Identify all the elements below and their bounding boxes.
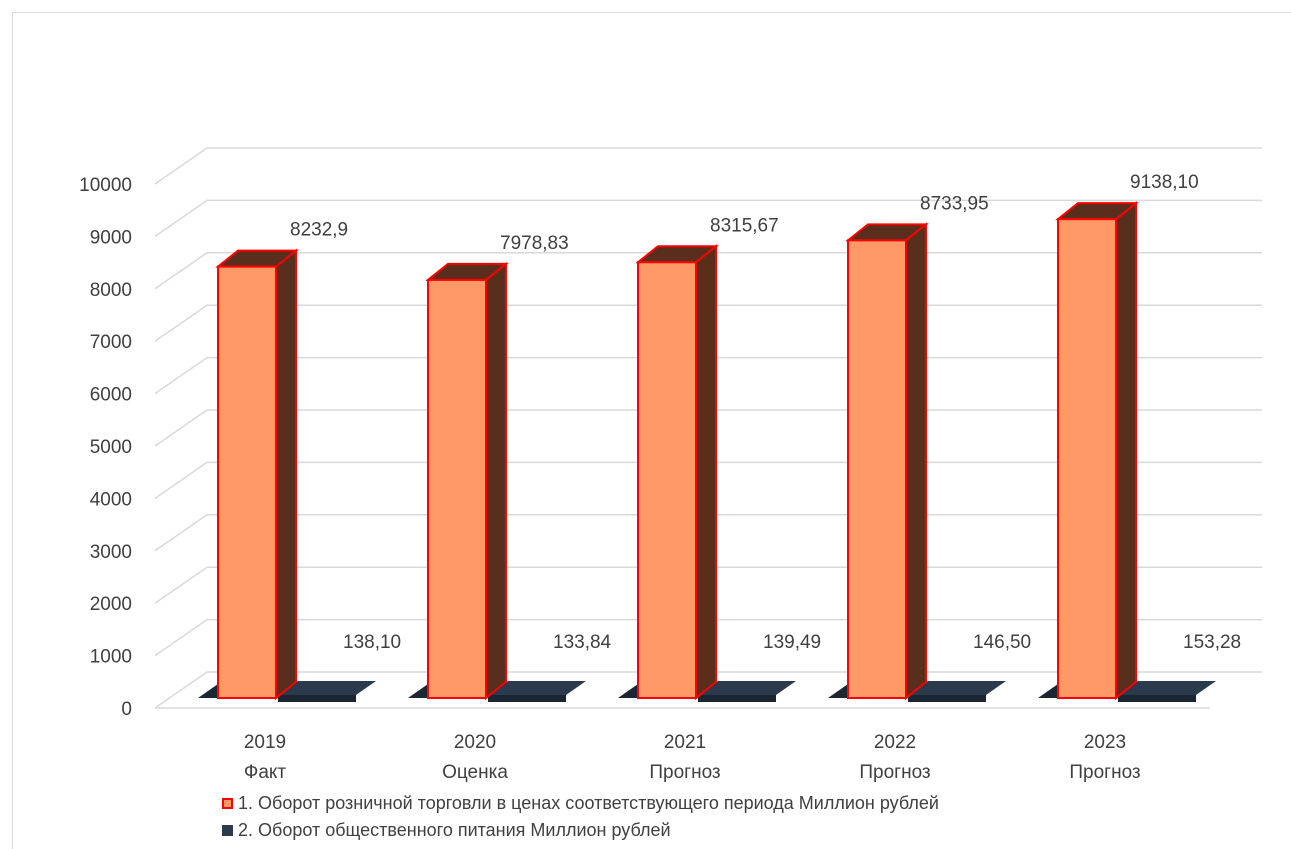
- legend-label-catering: 2. Оборот общественного питания Миллион …: [238, 820, 671, 840]
- data-label-retail: 7978,83: [500, 233, 569, 254]
- data-labels: 8232,9 138,10 7978,83 133,84 8315,67 139,49 87…: [290, 172, 1241, 653]
- x-category-year: 2023: [1084, 732, 1126, 753]
- x-category-type: Прогноз: [859, 762, 930, 783]
- bar-retail-front: [1057, 218, 1117, 699]
- y-tick-label: 1000: [90, 647, 132, 668]
- bar-retail-side: [905, 222, 927, 701]
- bar-catering-top: [1118, 681, 1216, 695]
- bar-catering-front: [908, 695, 986, 702]
- bar-catering-top: [698, 681, 796, 695]
- x-category-type: Прогноз: [1069, 762, 1140, 783]
- bar-retail-front: [847, 239, 907, 699]
- bar-retail-side: [695, 244, 717, 701]
- y-tick-label: 6000: [90, 385, 132, 406]
- gridline: [154, 199, 1262, 238]
- bar-retail-front: [637, 261, 697, 699]
- x-category-type: Оценка: [442, 762, 508, 783]
- x-category-type: Прогноз: [649, 762, 720, 783]
- data-label-catering: 138,10: [343, 632, 401, 653]
- bar-catering-front: [278, 695, 356, 702]
- legend: 1. Оборот розничной торговли в ценах соо…: [222, 790, 939, 844]
- chart-frame: [12, 12, 1291, 849]
- x-category-year: 2022: [874, 732, 916, 753]
- x-category-year: 2020: [454, 732, 496, 753]
- data-label-catering: 146,50: [973, 632, 1031, 653]
- y-tick-label: 3000: [90, 542, 132, 563]
- data-label-retail: 8232,9: [290, 220, 348, 241]
- data-label-catering: 139,49: [763, 632, 821, 653]
- y-tick-label: 2000: [90, 594, 132, 615]
- data-label-retail: 8733,95: [920, 193, 989, 214]
- chart-area: 0 1000 2000 3000 4000 5000 6000 7000 8000 9000 100…: [79, 147, 1262, 783]
- bar-catering-top: [488, 681, 586, 695]
- legend-swatch-catering: [222, 825, 233, 836]
- bar-catering-front: [488, 695, 566, 702]
- y-tick-label: 5000: [90, 437, 132, 458]
- x-axis: 2019 Факт 2020 Оценка 2021 Прогноз 2022 Прогноз…: [244, 732, 1141, 783]
- data-label-retail: 9138,10: [1130, 172, 1199, 193]
- bar-retail-front: [217, 265, 277, 699]
- data-label-retail: 8315,67: [710, 215, 779, 236]
- bar-retail-side: [275, 248, 297, 701]
- y-axis: 0 1000 2000 3000 4000 5000 6000 7000 8000 9000 100…: [79, 175, 132, 720]
- legend-item-catering: 2. Оборот общественного питания Миллион …: [222, 817, 939, 844]
- y-tick-label: 0: [121, 699, 132, 720]
- x-category-year: 2021: [664, 732, 706, 753]
- bars: [198, 201, 1216, 702]
- legend-swatch-retail: [222, 798, 233, 809]
- bar-retail-side: [485, 261, 507, 701]
- y-tick-label: 10000: [79, 175, 132, 196]
- x-category-year: 2019: [244, 732, 286, 753]
- bar-retail-front: [427, 278, 487, 699]
- gridline: [154, 147, 1262, 185]
- legend-label-retail: 1. Оборот розничной торговли в ценах соо…: [238, 793, 939, 813]
- data-label-catering: 133,84: [553, 632, 612, 653]
- bar-retail-side: [1115, 201, 1137, 701]
- y-tick-label: 8000: [90, 280, 132, 301]
- legend-item-retail: 1. Оборот розничной торговли в ценах соо…: [222, 790, 939, 817]
- y-tick-label: 4000: [90, 489, 132, 510]
- bar-catering-top: [278, 681, 376, 695]
- y-tick-label: 9000: [90, 227, 132, 248]
- x-category-type: Факт: [244, 762, 287, 783]
- bar-catering-front: [1118, 695, 1196, 702]
- y-tick-label: 7000: [90, 332, 132, 353]
- bar-catering-top: [908, 681, 1006, 695]
- bar-catering-front: [698, 695, 776, 702]
- data-label-catering: 153,28: [1183, 632, 1241, 653]
